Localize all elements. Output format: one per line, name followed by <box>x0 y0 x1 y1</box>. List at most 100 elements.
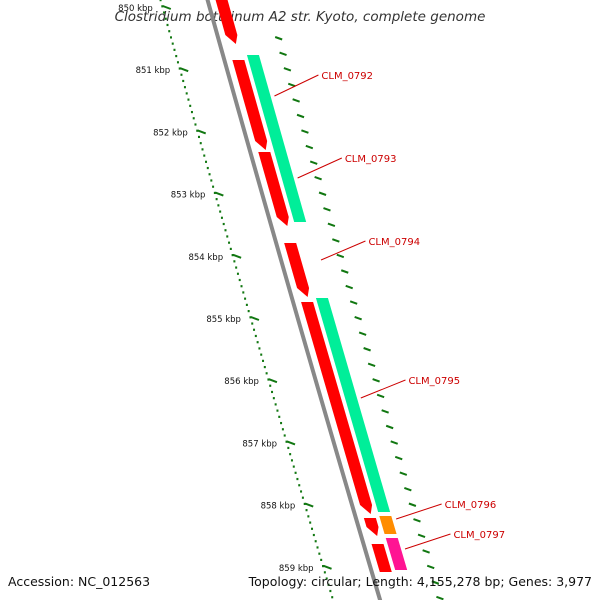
backbone-line <box>205 0 383 600</box>
accession-text: Accession: NC_012563 <box>8 574 151 589</box>
minor-tick <box>249 316 252 319</box>
major-tick <box>215 191 224 197</box>
ruler-label: 852 kbp <box>153 128 188 138</box>
minor-tick <box>258 347 261 350</box>
minor-tick <box>276 409 279 412</box>
gene-leader-line <box>360 379 406 399</box>
major-tick <box>304 502 314 508</box>
minor-tick <box>281 428 284 431</box>
major-tick <box>232 253 242 259</box>
pink-feature <box>385 538 408 570</box>
outer-tick <box>345 284 354 290</box>
minor-tick <box>197 135 200 139</box>
cds-feature <box>284 243 310 297</box>
minor-tick <box>178 67 181 70</box>
minor-tick <box>182 79 185 83</box>
minor-tick <box>180 73 183 76</box>
minor-tick <box>220 216 223 219</box>
minor-tick <box>190 110 193 114</box>
outer-tick <box>323 207 331 212</box>
minor-tick <box>244 297 247 300</box>
outer-tick <box>336 253 345 259</box>
outer-tick <box>314 176 322 181</box>
minor-tick <box>325 577 328 580</box>
minor-tick <box>215 198 218 201</box>
minor-tick <box>271 390 274 394</box>
outer-tick <box>309 160 318 165</box>
minor-tick <box>322 565 325 568</box>
minor-tick <box>164 17 167 20</box>
minor-tick <box>213 191 216 195</box>
gene-leader-line <box>297 157 343 179</box>
minor-tick <box>166 23 169 27</box>
outer-tick <box>318 191 327 196</box>
minor-tick <box>161 5 164 8</box>
minor-tick <box>233 260 236 263</box>
gene-leader-line <box>404 533 451 550</box>
map-title: Clostridium botulinum A2 str. Kyoto, com… <box>114 9 486 25</box>
minor-tick <box>171 42 174 45</box>
ruler-labels: 850 kbp 851 kbp 852 kbp 853 kbp 854 kbp 855 k… <box>118 4 313 574</box>
cds-feature <box>232 60 268 150</box>
gene-label: CLM_0795 <box>408 376 460 387</box>
cds-feature <box>215 0 238 44</box>
minor-tick <box>287 446 290 450</box>
cds-feature <box>371 544 392 572</box>
outer-tick <box>327 222 336 228</box>
minor-tick <box>290 459 293 462</box>
minor-tick <box>278 415 281 418</box>
minor-tick <box>235 266 238 269</box>
outer-tick <box>349 300 358 305</box>
major-tick <box>250 316 260 321</box>
minor-tick <box>318 552 321 555</box>
minor-tick <box>253 328 256 331</box>
minor-tick <box>169 36 172 39</box>
outer-tick <box>292 98 300 103</box>
cds-feature <box>301 302 373 514</box>
minor-tick <box>272 397 275 400</box>
minor-tick <box>192 117 195 120</box>
gene-label: CLM_0792 <box>321 71 373 82</box>
gene-leader-line <box>320 240 366 261</box>
minor-tick <box>185 92 188 95</box>
minor-tick <box>231 254 234 257</box>
minor-tick <box>329 589 332 593</box>
minor-tick <box>285 440 288 443</box>
minor-tick <box>236 272 239 275</box>
outer-tick <box>376 393 385 399</box>
ruler-label: 858 kbp <box>261 502 296 512</box>
minor-tick <box>219 210 222 213</box>
outer-tick <box>283 67 292 72</box>
minor-tick <box>217 204 220 207</box>
minor-tick <box>251 322 254 325</box>
minor-tick <box>254 334 257 338</box>
minor-tick <box>173 48 176 51</box>
minor-tick <box>311 527 314 530</box>
minor-tick <box>189 104 192 107</box>
gene-labels: CLM_0792 CLM_0793 CLM_0794 CLM_0795 CLM_0796… <box>274 71 505 550</box>
outer-tick <box>417 533 426 539</box>
minor-tick <box>196 129 199 132</box>
minor-tick <box>269 384 272 387</box>
minor-tick <box>199 142 202 145</box>
minor-tick <box>301 496 304 499</box>
minor-tick <box>205 160 208 163</box>
minor-tick <box>274 403 277 406</box>
minor-tick <box>187 98 190 101</box>
minor-tick <box>303 502 306 506</box>
minor-tick <box>294 471 297 474</box>
minor-tick <box>183 86 186 89</box>
minor-tick <box>238 278 241 282</box>
gene-feature <box>315 298 391 512</box>
minor-tick <box>331 596 334 599</box>
minor-tick <box>314 540 317 543</box>
minor-tick <box>262 359 265 362</box>
major-tick <box>162 5 172 10</box>
minor-tick <box>247 310 250 313</box>
outer-tick <box>404 487 412 492</box>
outer-tick <box>381 409 389 414</box>
minor-tick <box>296 477 299 481</box>
outer-tick <box>399 471 408 476</box>
outer-tick <box>372 378 380 383</box>
